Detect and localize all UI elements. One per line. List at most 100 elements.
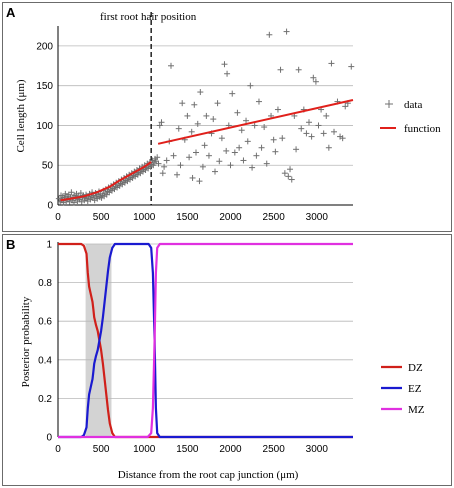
panel-a-frame <box>2 2 452 232</box>
panel-b-ytick-label: 0.8 <box>38 278 52 289</box>
data-point <box>231 149 238 156</box>
data-point <box>175 125 182 132</box>
data-point <box>199 163 206 170</box>
series-ez-line <box>58 242 353 439</box>
panel-a-ytick-label: 200 <box>36 41 53 52</box>
panel-b-xtick-label: 0 <box>55 444 61 455</box>
panel-b-xlabel: Distance from the root cap junction (μm) <box>118 469 299 481</box>
data-point <box>224 70 231 77</box>
data-point <box>186 154 193 161</box>
data-point <box>156 122 163 129</box>
data-point <box>270 136 277 143</box>
panel-b-letter: B <box>6 237 15 252</box>
panel-a-letter: A <box>6 5 16 20</box>
panel-b-ytick-label: 0.6 <box>38 317 52 328</box>
data-point <box>303 130 310 137</box>
panel-a-ytick-label: 100 <box>36 121 53 132</box>
panel-a-xtick-label: 1000 <box>133 212 156 223</box>
data-point <box>174 171 181 178</box>
panel-a-xtick-label: 0 <box>55 212 61 223</box>
panel-a-ylabel: Cell length (μm) <box>15 79 27 152</box>
legend-mz-label: MZ <box>408 404 425 416</box>
panel-b-xtick-label: 1000 <box>133 444 156 455</box>
panel-a-xtick-label: 2000 <box>219 212 242 223</box>
data-point <box>155 160 162 167</box>
panel-a-xtick-label: 1500 <box>176 212 199 223</box>
panel-a-xtick-label: 2500 <box>263 212 286 223</box>
data-point <box>194 120 201 127</box>
function-line <box>157 99 354 145</box>
panel-a-ytick-label: 50 <box>42 161 54 172</box>
data-point <box>234 109 241 116</box>
data-point <box>223 147 230 154</box>
data-point <box>253 152 260 159</box>
data-point <box>177 162 184 169</box>
data-point <box>211 168 218 175</box>
data-point <box>315 122 322 129</box>
panel-b-xtick-label: 1500 <box>176 444 199 455</box>
panel-b-ytick-label: 0 <box>46 433 52 444</box>
data-point <box>203 112 210 119</box>
panel-b-ylabel: Posterior probability <box>20 296 32 387</box>
data-point <box>167 62 174 69</box>
data-point <box>184 112 191 119</box>
panel-a-ytick-label: 150 <box>36 81 53 92</box>
panel-a-xtick-label: 500 <box>93 212 110 223</box>
data-point <box>342 103 349 110</box>
data-point <box>158 119 165 126</box>
data-point <box>298 125 305 132</box>
data-point <box>216 158 223 165</box>
data-point <box>320 130 327 137</box>
data-point <box>154 154 161 161</box>
function-line <box>60 161 152 202</box>
data-point <box>348 63 355 70</box>
data-point <box>205 152 212 159</box>
panel-b-legend: DZ EZ MZ <box>381 362 425 416</box>
data-point <box>295 66 302 73</box>
data-point <box>161 163 168 170</box>
data-point <box>218 135 225 142</box>
data-point <box>221 61 228 68</box>
legend-ez-label: EZ <box>408 383 422 395</box>
legend-data-label: data <box>404 99 422 111</box>
data-point <box>323 112 330 119</box>
data-point <box>258 144 265 151</box>
legend-dz-label: DZ <box>408 362 423 374</box>
data-point <box>287 166 294 173</box>
panel-a-xtick-label: 3000 <box>306 212 329 223</box>
panel-b-ytick-label: 1 <box>46 240 52 251</box>
data-point <box>288 176 295 183</box>
data-point <box>328 60 335 67</box>
data-point <box>196 178 203 185</box>
data-point <box>163 157 170 164</box>
data-point <box>261 124 268 131</box>
data-point <box>70 199 77 206</box>
data-point <box>279 135 286 142</box>
data-point <box>201 142 208 149</box>
panel-b-plot: 0 0.2 0.4 0.6 0.8 1 0 500 1000 1500 2000 2500 3000 <box>38 240 353 455</box>
data-point <box>249 164 256 171</box>
data-point <box>310 74 317 81</box>
series-dz-line <box>58 242 353 439</box>
data-point <box>188 128 195 135</box>
data-point <box>331 128 338 135</box>
data-point <box>189 174 196 181</box>
data-point <box>55 195 62 202</box>
data-point <box>238 127 245 134</box>
panel-a-legend: data function <box>380 99 441 135</box>
legend-function-label: function <box>404 123 441 135</box>
panel-b-ytick-label: 0.4 <box>38 355 52 366</box>
data-point <box>272 148 279 155</box>
data-point <box>274 106 281 113</box>
legend-data-marker <box>385 100 393 108</box>
data-point <box>339 135 346 142</box>
data-point <box>306 119 313 126</box>
panel-b-xtick-label: 500 <box>93 444 110 455</box>
data-point <box>229 90 236 97</box>
data-point <box>285 173 292 180</box>
first-root-hair-annotation: first root hair position <box>100 11 197 23</box>
data-point <box>236 144 243 151</box>
panel-b-xtick-label: 2000 <box>219 444 242 455</box>
